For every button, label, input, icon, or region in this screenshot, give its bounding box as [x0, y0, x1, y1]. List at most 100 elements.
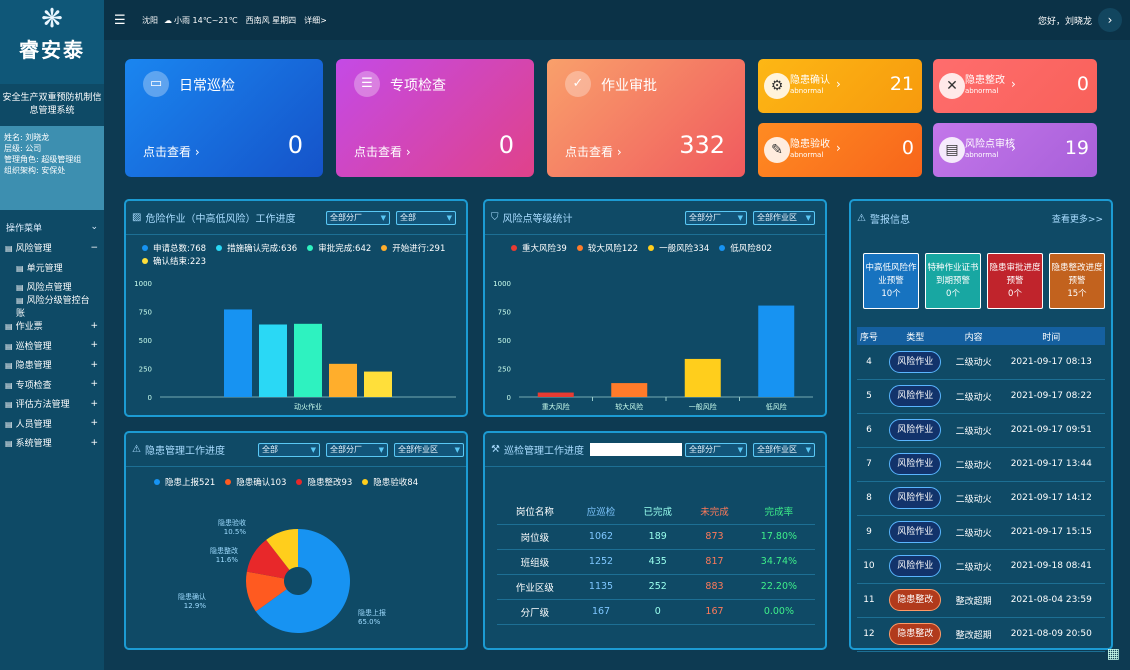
table-cell: 二级动火: [949, 481, 998, 516]
table-cell: 2021-09-17 14:12: [997, 481, 1105, 516]
type-tag[interactable]: 隐患整改: [889, 623, 942, 645]
small-card-title: 风险点审核: [965, 139, 1015, 150]
menu-title[interactable]: 操作菜单 ⌄: [0, 216, 104, 238]
menu-item-8[interactable]: 评估方法管理 +: [0, 394, 104, 414]
more-link[interactable]: 查看更多>>: [1051, 214, 1103, 225]
view-link[interactable]: 点击查看 ›: [565, 145, 622, 159]
area-select[interactable]: 全部作业区: [753, 443, 815, 457]
menu-item-10[interactable]: 系统管理 +: [0, 433, 104, 453]
user-org: 组织架构: 安保处: [4, 166, 66, 175]
menu-item-0[interactable]: 风险管理 −: [0, 238, 104, 258]
y-tick-label: 1000: [493, 280, 511, 288]
table-cell: 7: [857, 447, 881, 482]
factory-select[interactable]: 全部分厂: [326, 211, 390, 225]
layers-icon: ☰: [354, 71, 380, 97]
small-card-2[interactable]: ✎ 隐患验收 abnormal › 0: [758, 123, 922, 177]
table-cell: 34.74%: [742, 549, 815, 575]
area-select[interactable]: 全部作业区: [753, 211, 815, 225]
menu-item-9[interactable]: 人员管理 +: [0, 414, 104, 434]
hamburger-icon[interactable]: ☰: [114, 12, 126, 28]
menu-toggle: +: [90, 340, 98, 351]
table-cell: 二级动火: [949, 515, 998, 550]
legend-item: 审批完成:642: [307, 244, 376, 254]
factory-select[interactable]: 全部分厂: [685, 211, 747, 225]
y-tick-label: 0: [507, 394, 511, 402]
type-tag[interactable]: 风险作业: [889, 555, 942, 577]
table-cell: 1062: [572, 524, 630, 550]
column-header: 时间: [1042, 332, 1061, 343]
legend-item: 隐患整改93: [296, 478, 357, 488]
legend-dot: [576, 245, 583, 251]
type-tag[interactable]: 风险作业: [889, 487, 942, 509]
sidebar: ❋ 睿安泰 安全生产双重预防机制信息管理系统 姓名: 刘晓龙 层级: 公司 管理…: [0, 0, 104, 670]
legend-dot: [142, 258, 148, 264]
card-2[interactable]: ✓ 作业审批 点击查看 › 332: [547, 59, 745, 177]
status-select[interactable]: 全部: [258, 443, 320, 457]
column-header: 内容: [964, 332, 983, 343]
table-row: 7 风险作业 二级动火 2021-09-17 13:44: [857, 447, 1105, 482]
type-tag[interactable]: 隐患整改: [889, 589, 942, 611]
table-cell: 167: [572, 599, 630, 625]
grid-icon[interactable]: ▦: [1106, 646, 1120, 662]
column-header: 应巡检: [572, 499, 630, 525]
table-row: 10 风险作业 二级动火 2021-09-18 08:41: [857, 549, 1105, 584]
system-name: 安全生产双重预防机制信息管理系统: [0, 84, 104, 126]
type-tag[interactable]: 风险作业: [889, 453, 942, 475]
type-tag[interactable]: 风险作业: [889, 521, 942, 543]
table-cell: 二级动火: [949, 345, 998, 380]
inspect-table: 岗位名称 应巡检 已完成 未完成 完成率 岗位级 1062 189 873 17.80% 班组级 12…: [497, 499, 815, 625]
chevron-right-icon: ›: [836, 77, 841, 91]
panel-title: 危险作业（中高低风险）工作进度: [145, 214, 296, 225]
menu-item-2[interactable]: 风险点管理: [0, 277, 104, 297]
legend-label: 隐患整改93: [307, 478, 353, 488]
area-select[interactable]: 全部作业区: [394, 443, 464, 457]
factory-select[interactable]: 全部分厂: [326, 443, 388, 457]
legend-dot: [142, 245, 148, 251]
alert-card-1[interactable]: 特种作业证书到期预警 0个: [925, 253, 981, 309]
menu-item-3[interactable]: 风险分级管控台账: [0, 296, 104, 319]
panel-title: 巡检管理工作进度: [503, 446, 584, 457]
view-link[interactable]: 点击查看 ›: [143, 145, 200, 159]
factory-select[interactable]: 全部分厂: [685, 443, 747, 457]
weather-detail-link[interactable]: 详细>: [304, 15, 327, 25]
alert-card-2[interactable]: 隐患审批进度预警 0个: [987, 253, 1043, 309]
menu-item-5[interactable]: 巡检管理 +: [0, 336, 104, 356]
small-card-3[interactable]: ▤ 风险点审核 abnormal › 19: [933, 123, 1097, 177]
menu-item-7[interactable]: 专项检查 +: [0, 375, 104, 395]
table-cell: 189: [629, 524, 687, 550]
pie-percent: 11.6%: [216, 556, 239, 564]
top-bar: ☰ 沈阳 ☁ 小雨 14℃~21℃ 西南风 星期四 详细> 您好，刘晓龙 ›: [104, 0, 1130, 40]
panel-title: 警报信息: [869, 214, 910, 226]
menu-item-1[interactable]: 单元管理: [0, 258, 104, 278]
table-cell: 二级动火: [949, 379, 998, 414]
card-1[interactable]: ☰ 专项检查 点击查看 › 0: [336, 59, 534, 177]
small-card-1[interactable]: ✕ 隐患整改 abnormal › 0: [933, 59, 1097, 113]
legend-dot: [648, 245, 655, 251]
menu-item-6[interactable]: 隐患管理 +: [0, 355, 104, 375]
small-card-0[interactable]: ⚙ 隐患确认 abnormal › 21: [758, 59, 922, 113]
legend-dot: [511, 245, 517, 251]
tools-icon: ⚒: [491, 444, 500, 455]
table-cell: 隐患整改: [880, 617, 950, 652]
column-header: 岗位名称: [497, 499, 573, 525]
table-cell: 817: [686, 549, 743, 575]
y-tick-label: 0: [148, 394, 152, 402]
view-link[interactable]: 点击查看 ›: [354, 145, 411, 159]
alert-card-0[interactable]: 中高低风险作业预警 10个: [863, 253, 919, 309]
alert-card-3[interactable]: 隐患整改进度预警 15个: [1049, 253, 1105, 309]
weather-text: 小雨 14℃~21℃: [174, 15, 238, 25]
small-card-value: 19: [1064, 137, 1089, 159]
type-tag[interactable]: 风险作业: [889, 385, 942, 407]
type-tag[interactable]: 风险作业: [889, 419, 942, 441]
clipboard-icon: ▤: [939, 137, 965, 163]
type-tag[interactable]: 风险作业: [889, 350, 942, 373]
menu-item-4[interactable]: 作业票 +: [0, 316, 104, 336]
chevron-right-icon[interactable]: ›: [1098, 8, 1122, 32]
chevron-down-icon: ⌄: [90, 222, 98, 232]
search-input[interactable]: [589, 443, 682, 456]
filter-select[interactable]: 全部: [396, 211, 456, 225]
card-0[interactable]: ▭ 日常巡检 点击查看 › 0: [125, 59, 323, 177]
pie-label: 隐患确认: [178, 592, 206, 601]
panel-risk-level: ⛉风险点等级统计 全部分厂 全部作业区 重大风险39 较大风险122 一般风险334…: [483, 199, 827, 417]
